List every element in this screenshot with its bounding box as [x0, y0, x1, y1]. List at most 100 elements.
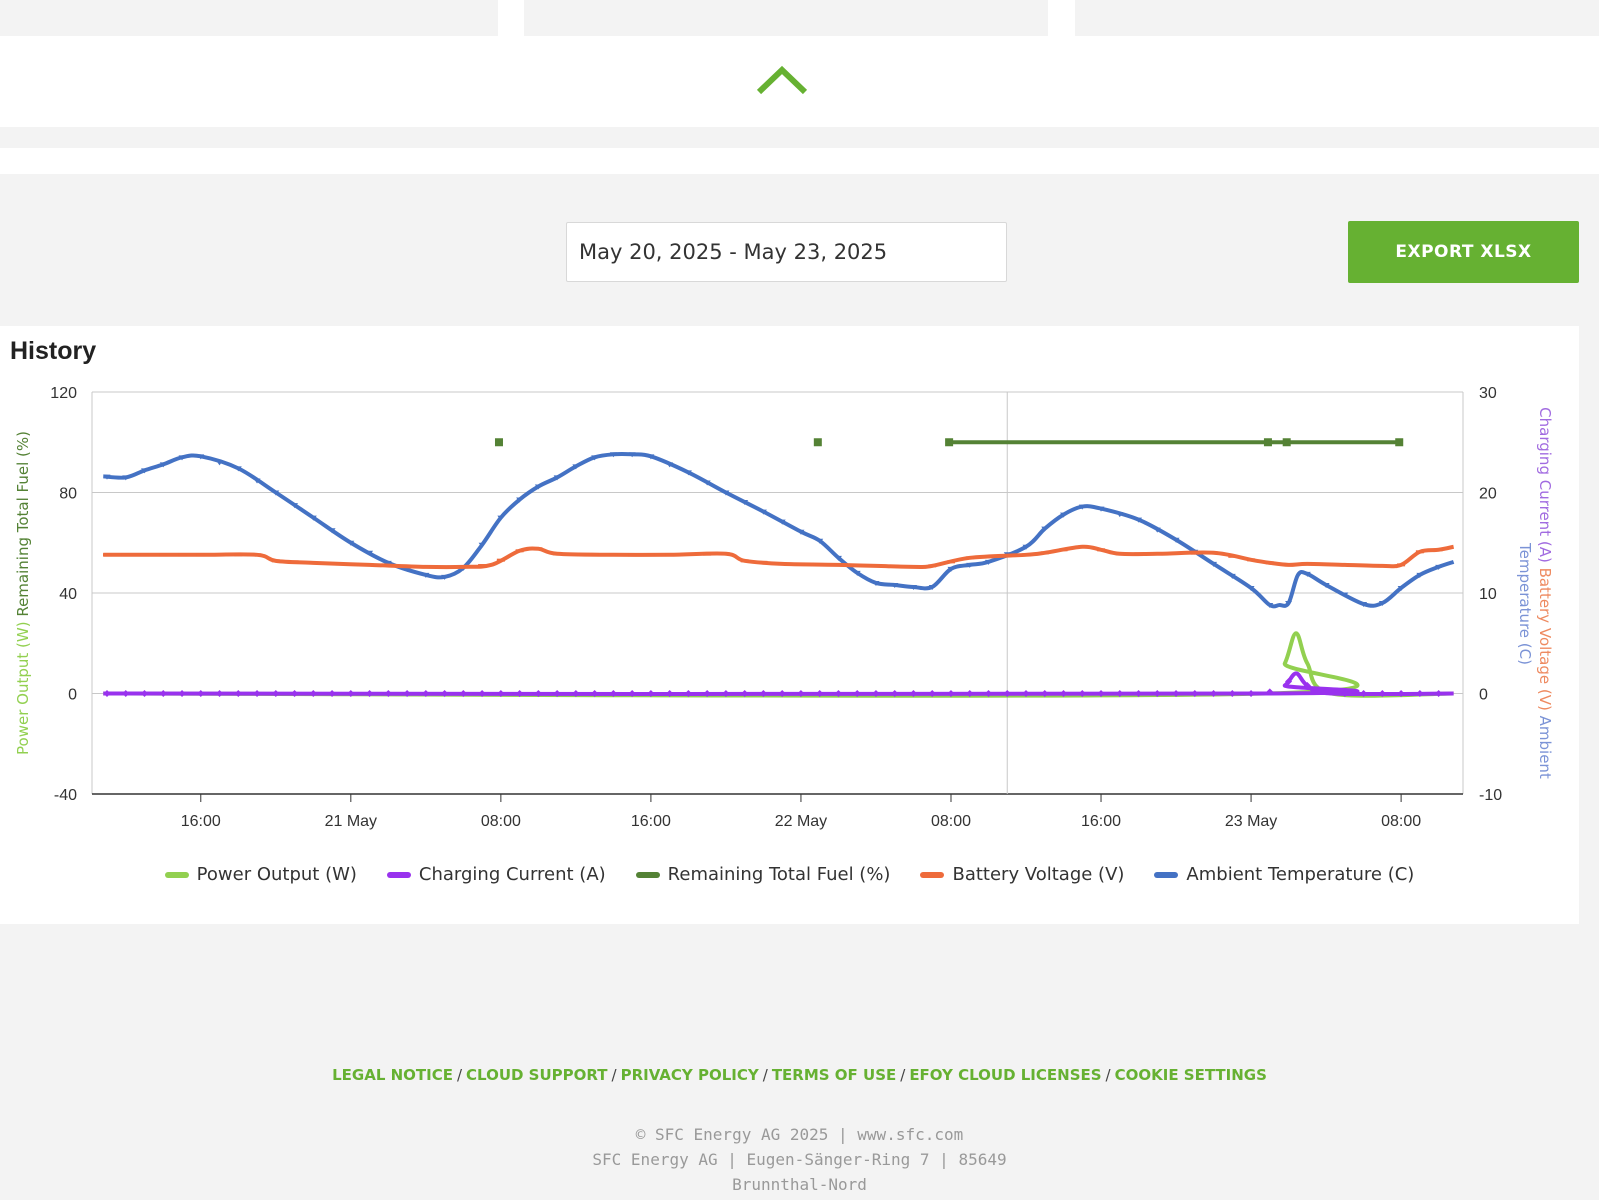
data-point-battery-voltage-v [1190, 551, 1199, 555]
data-point-battery-voltage-v [815, 563, 824, 567]
data-point-charging-current-a [234, 690, 242, 697]
data-point-charging-current-a [103, 690, 111, 697]
data-point-charging-current-a [347, 690, 355, 697]
data-point-ambient-temperature-c [628, 452, 636, 458]
chevron-up-icon[interactable] [752, 62, 812, 98]
data-point-battery-voltage-v [1247, 558, 1256, 562]
data-point-charging-current-a [1322, 688, 1330, 696]
y-right-tick-label: -10 [1479, 787, 1502, 804]
y-right-axis-title: Charging Current (A) Battery Voltage (V)… [1536, 407, 1554, 779]
data-point-ambient-temperature-c [197, 454, 205, 460]
data-point-charging-current-a [1041, 690, 1049, 697]
data-point-battery-voltage-v [215, 553, 224, 557]
y-right-axis-title-part: Battery Voltage (V) [1536, 568, 1554, 716]
data-point-charging-current-a [497, 690, 505, 697]
data-point-charging-current-a [1416, 690, 1424, 697]
data-point-battery-voltage-v [834, 563, 843, 567]
data-point-ambient-temperature-c [816, 538, 824, 544]
legend-label: Power Output (W) [196, 864, 357, 885]
data-point-ambient-temperature-c [909, 584, 917, 590]
data-point-charging-current-a [459, 690, 467, 697]
data-point-charging-current-a [1172, 690, 1180, 697]
legend-label: Ambient Temperature (C) [1186, 864, 1415, 885]
data-point-charging-current-a [422, 690, 430, 697]
data-point-ambient-temperature-c [1022, 544, 1030, 550]
data-point-charging-current-a [178, 690, 186, 697]
data-point-charging-current-a [872, 690, 880, 697]
data-point-battery-voltage-v [1097, 548, 1106, 552]
data-point-ambient-temperature-c [1097, 506, 1105, 512]
legend-item[interactable]: Power Output (W) [164, 864, 357, 885]
x-tick-label: 08:00 [931, 813, 971, 830]
data-point-ambient-temperature-c [1153, 527, 1161, 533]
data-point-ambient-temperature-c [1135, 517, 1143, 523]
data-point-battery-voltage-v [590, 552, 599, 556]
data-point-battery-voltage-v [946, 560, 955, 564]
footer-link-efoy-cloud-licenses[interactable]: EFOY CLOUD LICENSES [909, 1066, 1102, 1084]
data-point-ambient-temperature-c [703, 480, 711, 486]
data-point-ambient-temperature-c [966, 562, 974, 568]
data-point-charging-current-a [572, 690, 580, 697]
data-point-charging-current-a [1060, 690, 1068, 697]
y-left-tick-label: 0 [68, 687, 77, 704]
data-point-charging-current-a [722, 690, 730, 697]
data-point-battery-voltage-v [965, 556, 974, 560]
history-chart: 120 30 80 20 40 10 0 0 -40 -10 16:00 21 May 08:00 16:… [14, 385, 1554, 830]
data-point-charging-current-a [1210, 690, 1218, 697]
data-point-ambient-temperature-c [572, 464, 580, 470]
data-point-battery-voltage-v [928, 564, 937, 568]
x-tick-label: 21 May [325, 813, 377, 830]
footer-separator: / [456, 1066, 463, 1084]
data-point-battery-voltage-v [1284, 563, 1293, 567]
y-left-axis-title: Power Output (W) Remaining Total Fuel (%… [14, 431, 32, 755]
footer-link-cloud-support[interactable]: CLOUD SUPPORT [466, 1066, 608, 1084]
date-range-input[interactable]: May 20, 2025 - May 23, 2025 [566, 222, 1007, 282]
legend-item[interactable]: Battery Voltage (V) [920, 864, 1124, 885]
data-point-battery-voltage-v [1172, 551, 1181, 555]
data-point-battery-voltage-v [871, 564, 880, 568]
data-point-remaining-total-fuel [1282, 438, 1291, 447]
data-point-battery-voltage-v [1115, 552, 1124, 556]
export-xlsx-button[interactable]: EXPORT XLSX [1348, 221, 1579, 283]
data-point-battery-voltage-v [796, 562, 805, 566]
data-point-ambient-temperature-c [178, 455, 186, 461]
footer-link-cookie-settings[interactable]: COOKIE SETTINGS [1114, 1066, 1267, 1084]
data-point-charging-current-a [216, 690, 224, 697]
data-point-charging-current-a [984, 690, 992, 697]
legend-item[interactable]: Charging Current (A) [386, 864, 606, 885]
data-point-remaining-total-fuel [813, 438, 822, 447]
data-point-battery-voltage-v [1003, 554, 1012, 558]
data-point-ambient-temperature-c [516, 497, 524, 503]
data-point-ambient-temperature-c [1247, 585, 1255, 591]
data-point-charging-current-a [1266, 688, 1274, 696]
data-point-charging-current-a [1003, 690, 1011, 697]
series-line-ambient-temperature-c [103, 451, 1455, 609]
data-point-battery-voltage-v [1209, 551, 1218, 555]
legend-item[interactable]: Ambient Temperature (C) [1154, 864, 1414, 885]
data-point-battery-voltage-v [328, 562, 337, 566]
data-point-battery-voltage-v [853, 563, 862, 567]
data-point-ambient-temperature-c [1378, 601, 1386, 607]
footer-link-legal-notice[interactable]: LEGAL NOTICE [332, 1066, 453, 1084]
data-point-battery-voltage-v [1153, 552, 1162, 556]
data-point-battery-voltage-v [1040, 551, 1049, 555]
data-point-battery-voltage-v [1434, 548, 1443, 552]
data-point-battery-voltage-v [365, 563, 374, 567]
data-point-ambient-temperature-c [1266, 603, 1274, 609]
data-point-ambient-temperature-c [834, 555, 842, 561]
data-point-ambient-temperature-c [1210, 561, 1218, 567]
data-point-charging-current-a [1022, 690, 1030, 697]
legend-item[interactable]: Remaining Total Fuel (%) [635, 864, 890, 885]
data-point-ambient-temperature-c [328, 528, 336, 534]
data-point-ambient-temperature-c [291, 503, 299, 509]
data-point-ambient-temperature-c [553, 475, 561, 481]
data-point-ambient-temperature-c [216, 460, 224, 466]
data-point-ambient-temperature-c [759, 509, 767, 515]
data-point-ambient-temperature-c [591, 455, 599, 461]
data-point-ambient-temperature-c [928, 584, 936, 590]
data-point-battery-voltage-v [1340, 563, 1349, 567]
data-point-ambient-temperature-c [1303, 571, 1311, 577]
footer-link-privacy-policy[interactable]: PRIVACY POLICY [620, 1066, 759, 1084]
data-point-battery-voltage-v [1415, 550, 1424, 554]
footer-link-terms-of-use[interactable]: TERMS OF USE [771, 1066, 897, 1084]
